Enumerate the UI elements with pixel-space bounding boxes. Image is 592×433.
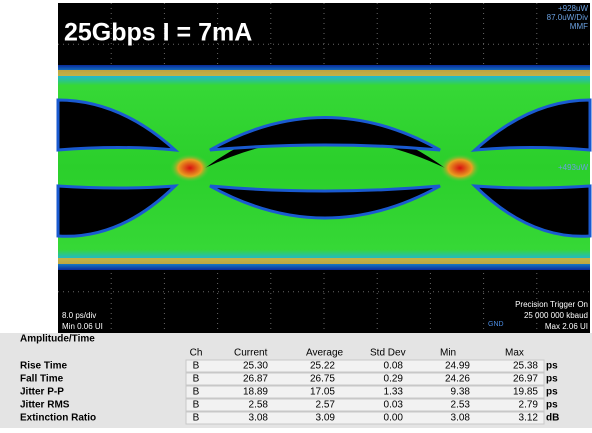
crossing bbox=[440, 154, 480, 182]
column-header: Average bbox=[306, 348, 344, 359]
row-cells bbox=[185, 359, 545, 373]
scale-label: 87.0uW/Div bbox=[547, 13, 588, 22]
cell: 26.87 bbox=[243, 374, 268, 385]
cell: 26.75 bbox=[310, 374, 335, 385]
cell: 25.30 bbox=[243, 361, 268, 372]
row-label: Extinction Ratio bbox=[20, 413, 96, 424]
cell: 0.29 bbox=[384, 374, 404, 385]
rails bbox=[58, 70, 590, 264]
eye-openings bbox=[56, 98, 592, 238]
unit: ps bbox=[546, 387, 558, 398]
scale-label: MMF bbox=[570, 22, 588, 31]
cell: 9.38 bbox=[451, 387, 471, 398]
cell: 2.53 bbox=[451, 400, 471, 411]
cell: 3.12 bbox=[519, 413, 539, 424]
cell: 3.08 bbox=[451, 413, 471, 424]
cell: 19.85 bbox=[513, 387, 538, 398]
min-label: Min 0.06 UI bbox=[62, 322, 103, 331]
column-header: Std Dev bbox=[370, 348, 406, 359]
cell: B bbox=[193, 361, 200, 372]
row-label: Jitter P-P bbox=[20, 387, 64, 398]
cell: B bbox=[193, 400, 200, 411]
eye-band bbox=[58, 65, 590, 270]
ground-label: GND bbox=[488, 321, 504, 328]
cell: 2.57 bbox=[316, 400, 336, 411]
offset-label: +493uW bbox=[558, 163, 588, 172]
row-cells bbox=[185, 385, 545, 399]
cell: B bbox=[193, 374, 200, 385]
cell: B bbox=[193, 387, 200, 398]
unit: dB bbox=[546, 413, 559, 424]
table-title: Amplitude/Time bbox=[20, 334, 95, 345]
baud-label: 25 000 000 kbaud bbox=[524, 311, 588, 320]
cell: 0.03 bbox=[384, 400, 404, 411]
unit: ps bbox=[546, 374, 558, 385]
cell: 2.79 bbox=[519, 400, 539, 411]
column-header: Current bbox=[234, 348, 268, 359]
scale-label: +928uW bbox=[558, 4, 588, 13]
cell: 17.05 bbox=[310, 387, 335, 398]
cell: 25.38 bbox=[513, 361, 538, 372]
column-header: Ch bbox=[190, 348, 203, 359]
cell: 18.89 bbox=[243, 387, 268, 398]
cell: 2.58 bbox=[249, 400, 269, 411]
column-header: Max bbox=[505, 348, 524, 359]
cell: 25.22 bbox=[310, 361, 335, 372]
timebase-label: 8.0 ps/div bbox=[62, 311, 96, 320]
row-cells bbox=[185, 372, 545, 386]
column-header: Min bbox=[440, 348, 456, 359]
screen-title: 25Gbps I = 7mA bbox=[64, 19, 252, 47]
cell: 1.33 bbox=[384, 387, 404, 398]
cell: 24.26 bbox=[445, 374, 470, 385]
row-label: Fall Time bbox=[20, 374, 64, 385]
unit: ps bbox=[546, 361, 558, 372]
row-cells bbox=[185, 398, 545, 412]
cell: 3.08 bbox=[249, 413, 269, 424]
trigger-label: Precision Trigger On bbox=[515, 300, 588, 309]
cell: 26.97 bbox=[513, 374, 538, 385]
cell: 24.99 bbox=[445, 361, 470, 372]
row-label: Jitter RMS bbox=[20, 400, 70, 411]
max-label: Max 2.06 UI bbox=[545, 322, 588, 331]
cell: 3.09 bbox=[316, 413, 336, 424]
crossing bbox=[170, 154, 210, 182]
cell: B bbox=[193, 413, 200, 424]
row-label: Rise Time bbox=[20, 361, 67, 372]
unit: ps bbox=[546, 400, 558, 411]
row-cells bbox=[185, 411, 545, 425]
cell: 0.08 bbox=[384, 361, 404, 372]
cell: 0.00 bbox=[384, 413, 404, 424]
